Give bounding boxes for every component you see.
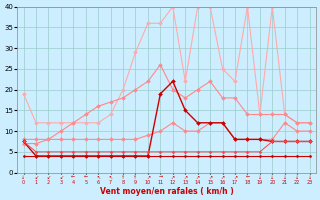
X-axis label: Vent moyen/en rafales ( km/h ): Vent moyen/en rafales ( km/h ) xyxy=(100,187,234,196)
